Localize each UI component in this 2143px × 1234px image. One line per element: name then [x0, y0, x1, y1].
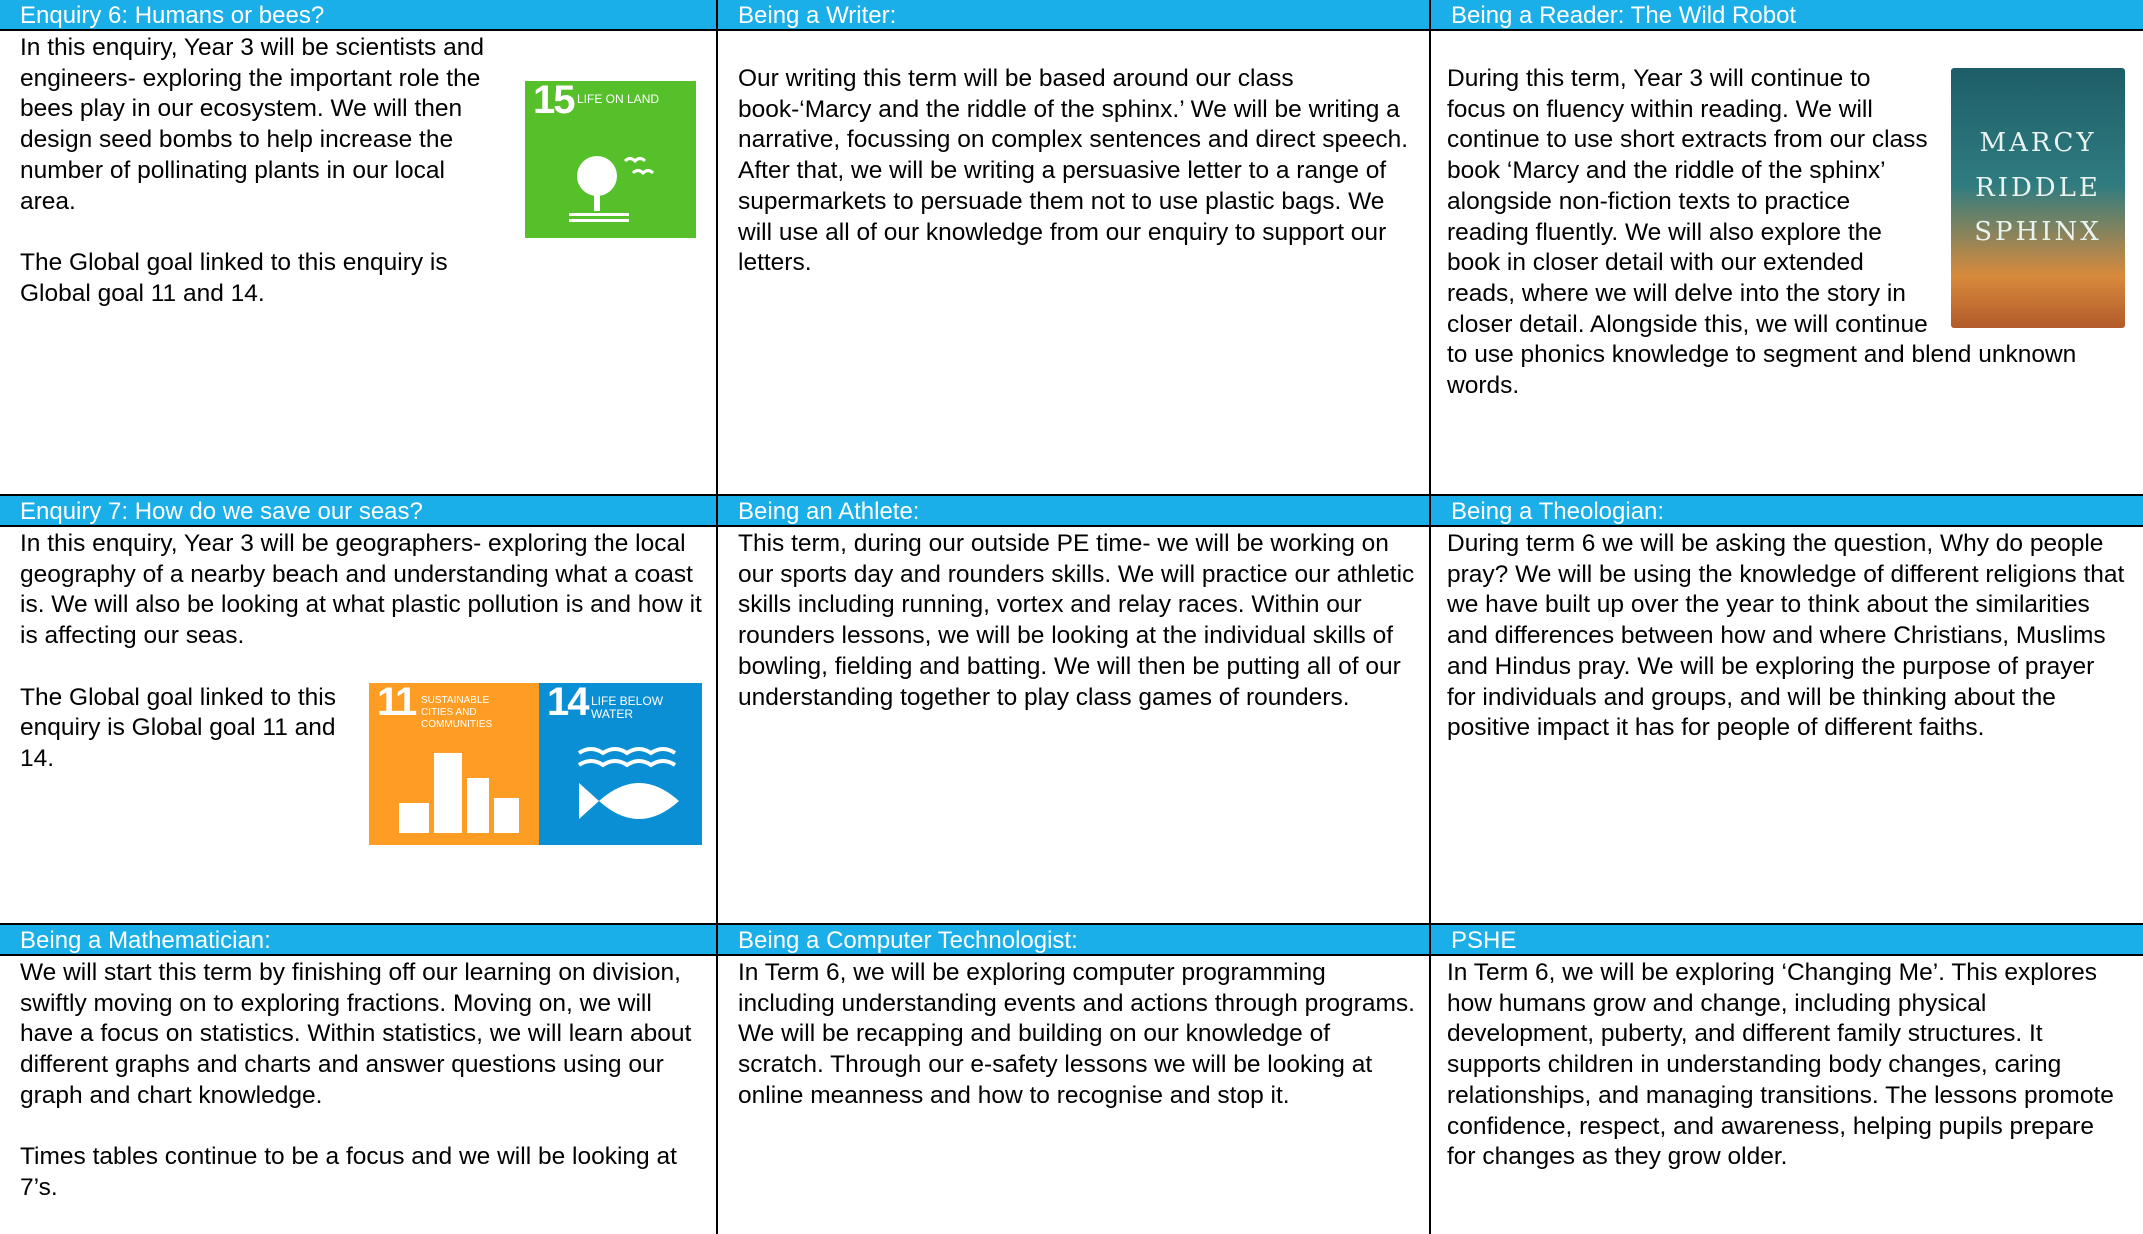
- cell-header: Being a Mathematician:: [0, 925, 716, 956]
- cell: Being a Computer Technologist: In Term 6…: [718, 925, 1431, 1234]
- cell: Being a Writer: Our writing this term wi…: [718, 0, 1431, 496]
- paragraph: During this term, Year 3 will continue t…: [1447, 65, 2077, 400]
- goal-label: LIFE ON LAND: [577, 92, 660, 106]
- paragraph: In Term 6, we will be exploring computer…: [738, 959, 1415, 1109]
- cell: Being an Athlete: This term, during our …: [718, 496, 1431, 925]
- cell: Being a Theologian: During term 6 we wil…: [1431, 496, 2143, 925]
- cell: PSHE In Term 6, we will be exploring ‘Ch…: [1431, 925, 2143, 1234]
- cell: Enquiry 6: Humans or bees? 15 LIFE ON LA…: [0, 0, 718, 496]
- cell-body: 15 LIFE ON LAND In this enquiry, Year 3 …: [0, 31, 716, 309]
- cell: Being a Reader: The Wild Robot MARCY RID…: [1431, 0, 2143, 496]
- fish-drawing: [577, 746, 679, 819]
- goal-number: 14: [547, 679, 589, 724]
- paragraph: Times tables continue to be a focus and …: [20, 1143, 677, 1201]
- cell-body: Our writing this term will be based arou…: [718, 31, 1429, 279]
- cell-body: We will start this term by finishing off…: [0, 956, 716, 1204]
- cell-header: Being a Writer:: [718, 0, 1429, 31]
- cell: Being a Mathematician: We will start thi…: [0, 925, 718, 1234]
- cell-header: Being an Athlete:: [718, 496, 1429, 527]
- cell-body: In this enquiry, Year 3 will be geograph…: [0, 527, 716, 845]
- goal-label: LIFE BELOW WATER: [591, 693, 664, 721]
- paragraph: We will start this term by finishing off…: [20, 959, 692, 1109]
- goal-icon: 11 SUSTAINABLE CITIES AND COMMUNITIES: [369, 679, 539, 845]
- cell-header: Being a Reader: The Wild Robot: [1431, 0, 2143, 31]
- city-drawing: [399, 752, 519, 833]
- goal-number: 15: [533, 78, 575, 122]
- cell: Enquiry 7: How do we save our seas? In t…: [0, 496, 718, 925]
- cover-text: SPHINX: [1974, 217, 2102, 248]
- goal-label: SUSTAINABLE CITIES AND COMMUNITIES: [421, 694, 493, 730]
- cell-header: Enquiry 6: Humans or bees?: [0, 0, 716, 31]
- goal-number: 11: [377, 679, 417, 724]
- paragraph: In this enquiry, Year 3 will be geograph…: [20, 530, 702, 650]
- book-cover: MARCY RIDDLE SPHINX: [1951, 68, 2125, 328]
- cell-header: Enquiry 7: How do we save our seas?: [0, 496, 716, 527]
- paragraph: This term, during our outside PE time- w…: [738, 530, 1415, 711]
- paragraph: During term 6 we will be asking the ques…: [1447, 530, 2125, 742]
- paragraph: Our writing this term will be based arou…: [738, 65, 1409, 277]
- tree-drawing: [569, 156, 655, 222]
- cover-text: RIDDLE: [1975, 172, 2101, 203]
- paragraph: In this enquiry, Year 3 will be scientis…: [20, 34, 484, 215]
- cell-body: During term 6 we will be asking the ques…: [1431, 527, 2143, 744]
- goal-icon: 14 LIFE BELOW WATER: [539, 679, 702, 845]
- paragraph: The Global goal linked to this enquiry i…: [20, 248, 448, 307]
- paragraph: The Global goal linked to this enquiry i…: [20, 683, 336, 772]
- cell-header: PSHE: [1431, 925, 2143, 956]
- goal-icon: 15 LIFE ON LAND: [525, 78, 696, 238]
- cell-body: In Term 6, we will be exploring computer…: [718, 956, 1429, 1112]
- cell-body: MARCY RIDDLE SPHINX During this term, Ye…: [1431, 31, 2143, 402]
- cell-header: Being a Theologian:: [1431, 496, 2143, 527]
- cell-body: In Term 6, we will be exploring ‘Changin…: [1431, 956, 2143, 1173]
- paragraph: In Term 6, we will be exploring ‘Changin…: [1447, 959, 2114, 1171]
- goal-icons: 11 SUSTAINABLE CITIES AND COMMUNITIES 14…: [369, 679, 702, 845]
- cell-body: This term, during our outside PE time- w…: [718, 527, 1429, 713]
- cover-text: MARCY: [1979, 128, 2097, 158]
- cell-header: Being a Computer Technologist:: [718, 925, 1429, 956]
